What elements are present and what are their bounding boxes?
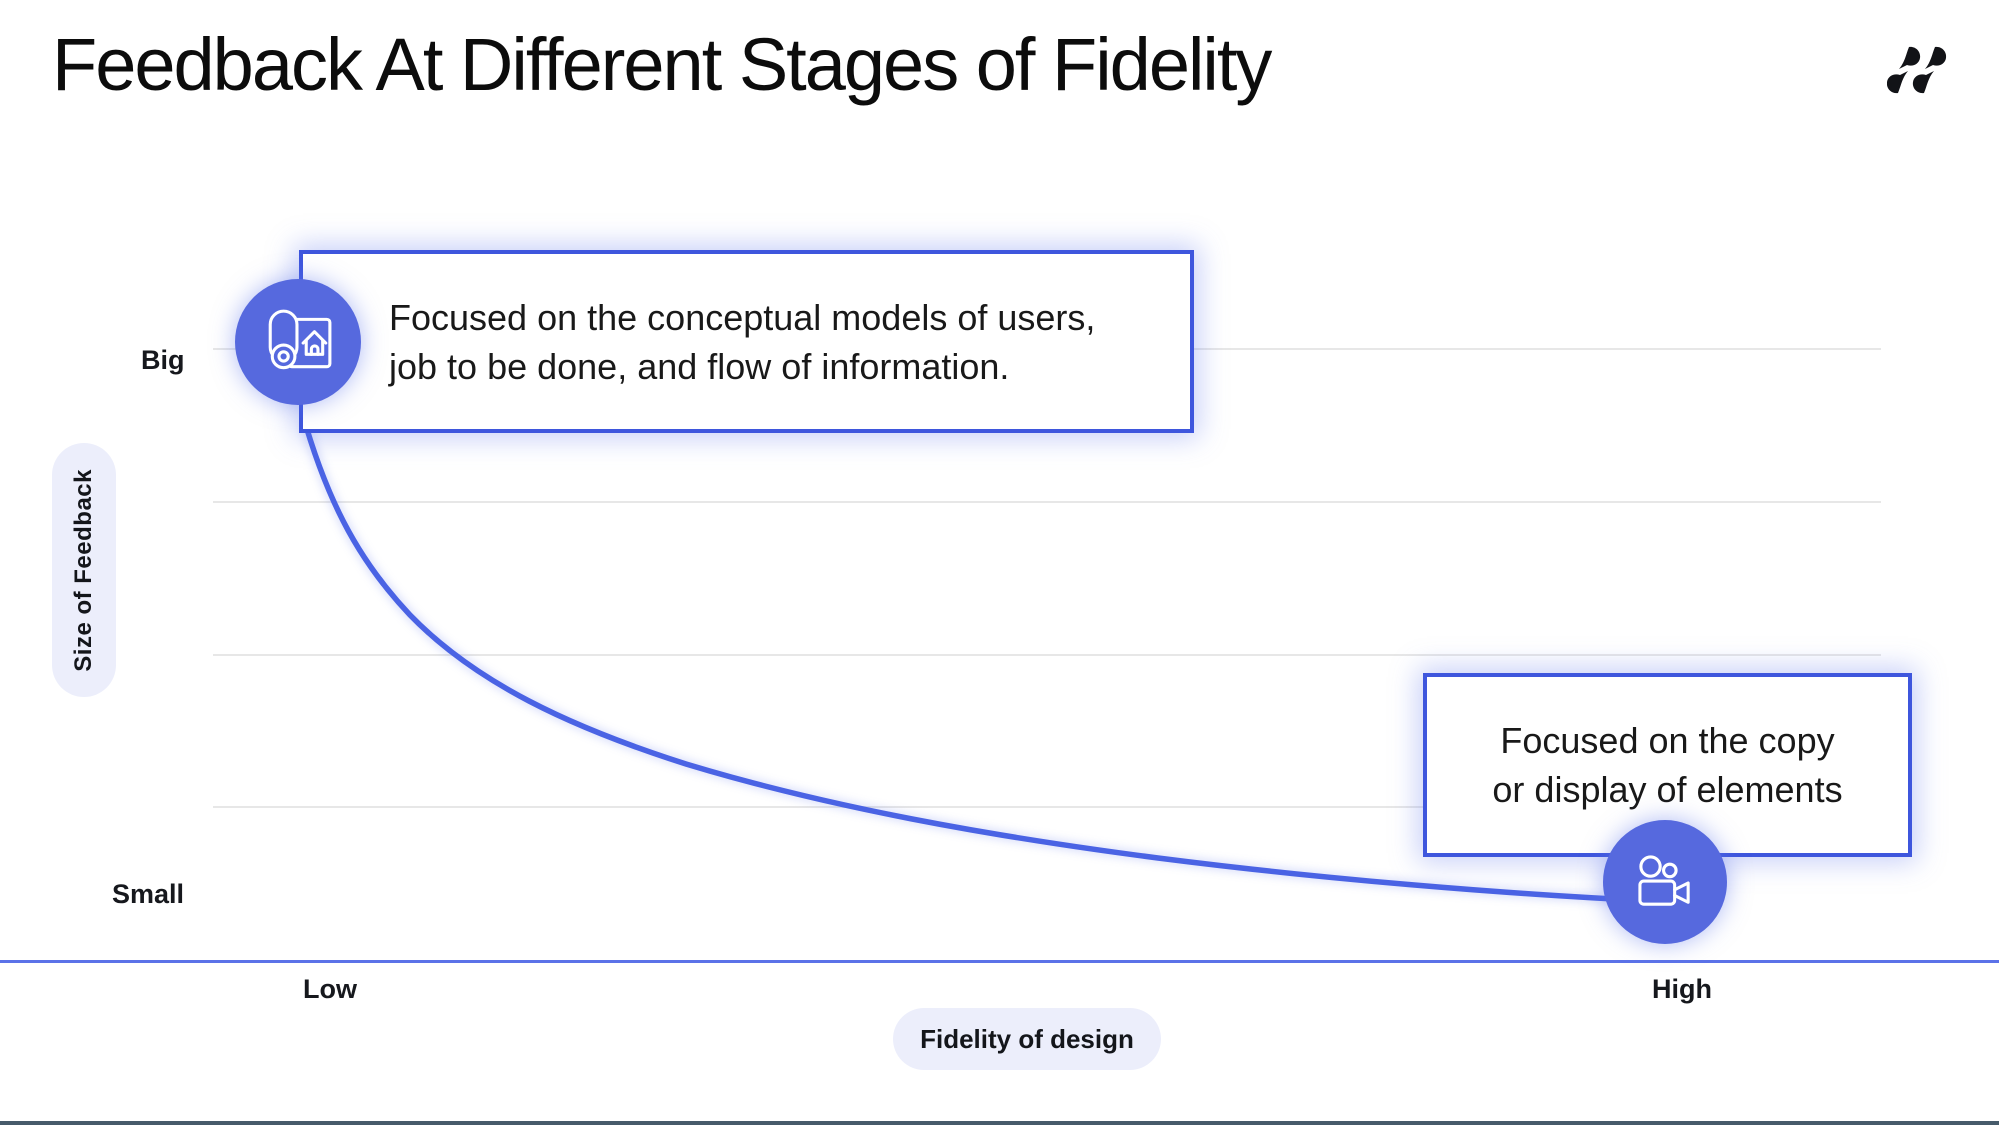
callout-high-line-1: Focused on the copy bbox=[1500, 720, 1835, 761]
x-axis-label-pill: Fidelity of design bbox=[893, 1008, 1161, 1070]
x-axis-label: Fidelity of design bbox=[920, 1023, 1134, 1054]
callout-high-fidelity: Focused on the copy or display of elemen… bbox=[1423, 673, 1912, 857]
gridline bbox=[213, 806, 1881, 808]
callout-low-line-1: Focused on the conceptual models of user… bbox=[389, 296, 1096, 338]
y-axis-label-pill: Size of Feedback bbox=[52, 443, 116, 697]
x-tick-low: Low bbox=[303, 974, 357, 1004]
page-title: Feedback At Different Stages of Fidelity bbox=[52, 23, 1272, 106]
y-tick-small: Small bbox=[112, 879, 185, 909]
blueprint-icon bbox=[235, 279, 361, 405]
brand-logo-icon bbox=[1886, 46, 1951, 96]
y-tick-big: Big bbox=[141, 345, 185, 375]
x-tick-high: High bbox=[1652, 974, 1712, 1004]
y-axis-label: Size of Feedback bbox=[70, 468, 97, 672]
gridline bbox=[213, 501, 1881, 503]
x-axis-line bbox=[0, 960, 1999, 963]
callout-low-fidelity: Focused on the conceptual models of user… bbox=[299, 250, 1194, 433]
gridline bbox=[213, 654, 1881, 656]
callout-high-line-2: or display of elements bbox=[1492, 769, 1843, 810]
bottom-border-line bbox=[0, 1121, 1999, 1125]
callout-low-line-2: job to be done, and flow of information. bbox=[389, 345, 1010, 387]
video-camera-icon bbox=[1603, 820, 1727, 944]
